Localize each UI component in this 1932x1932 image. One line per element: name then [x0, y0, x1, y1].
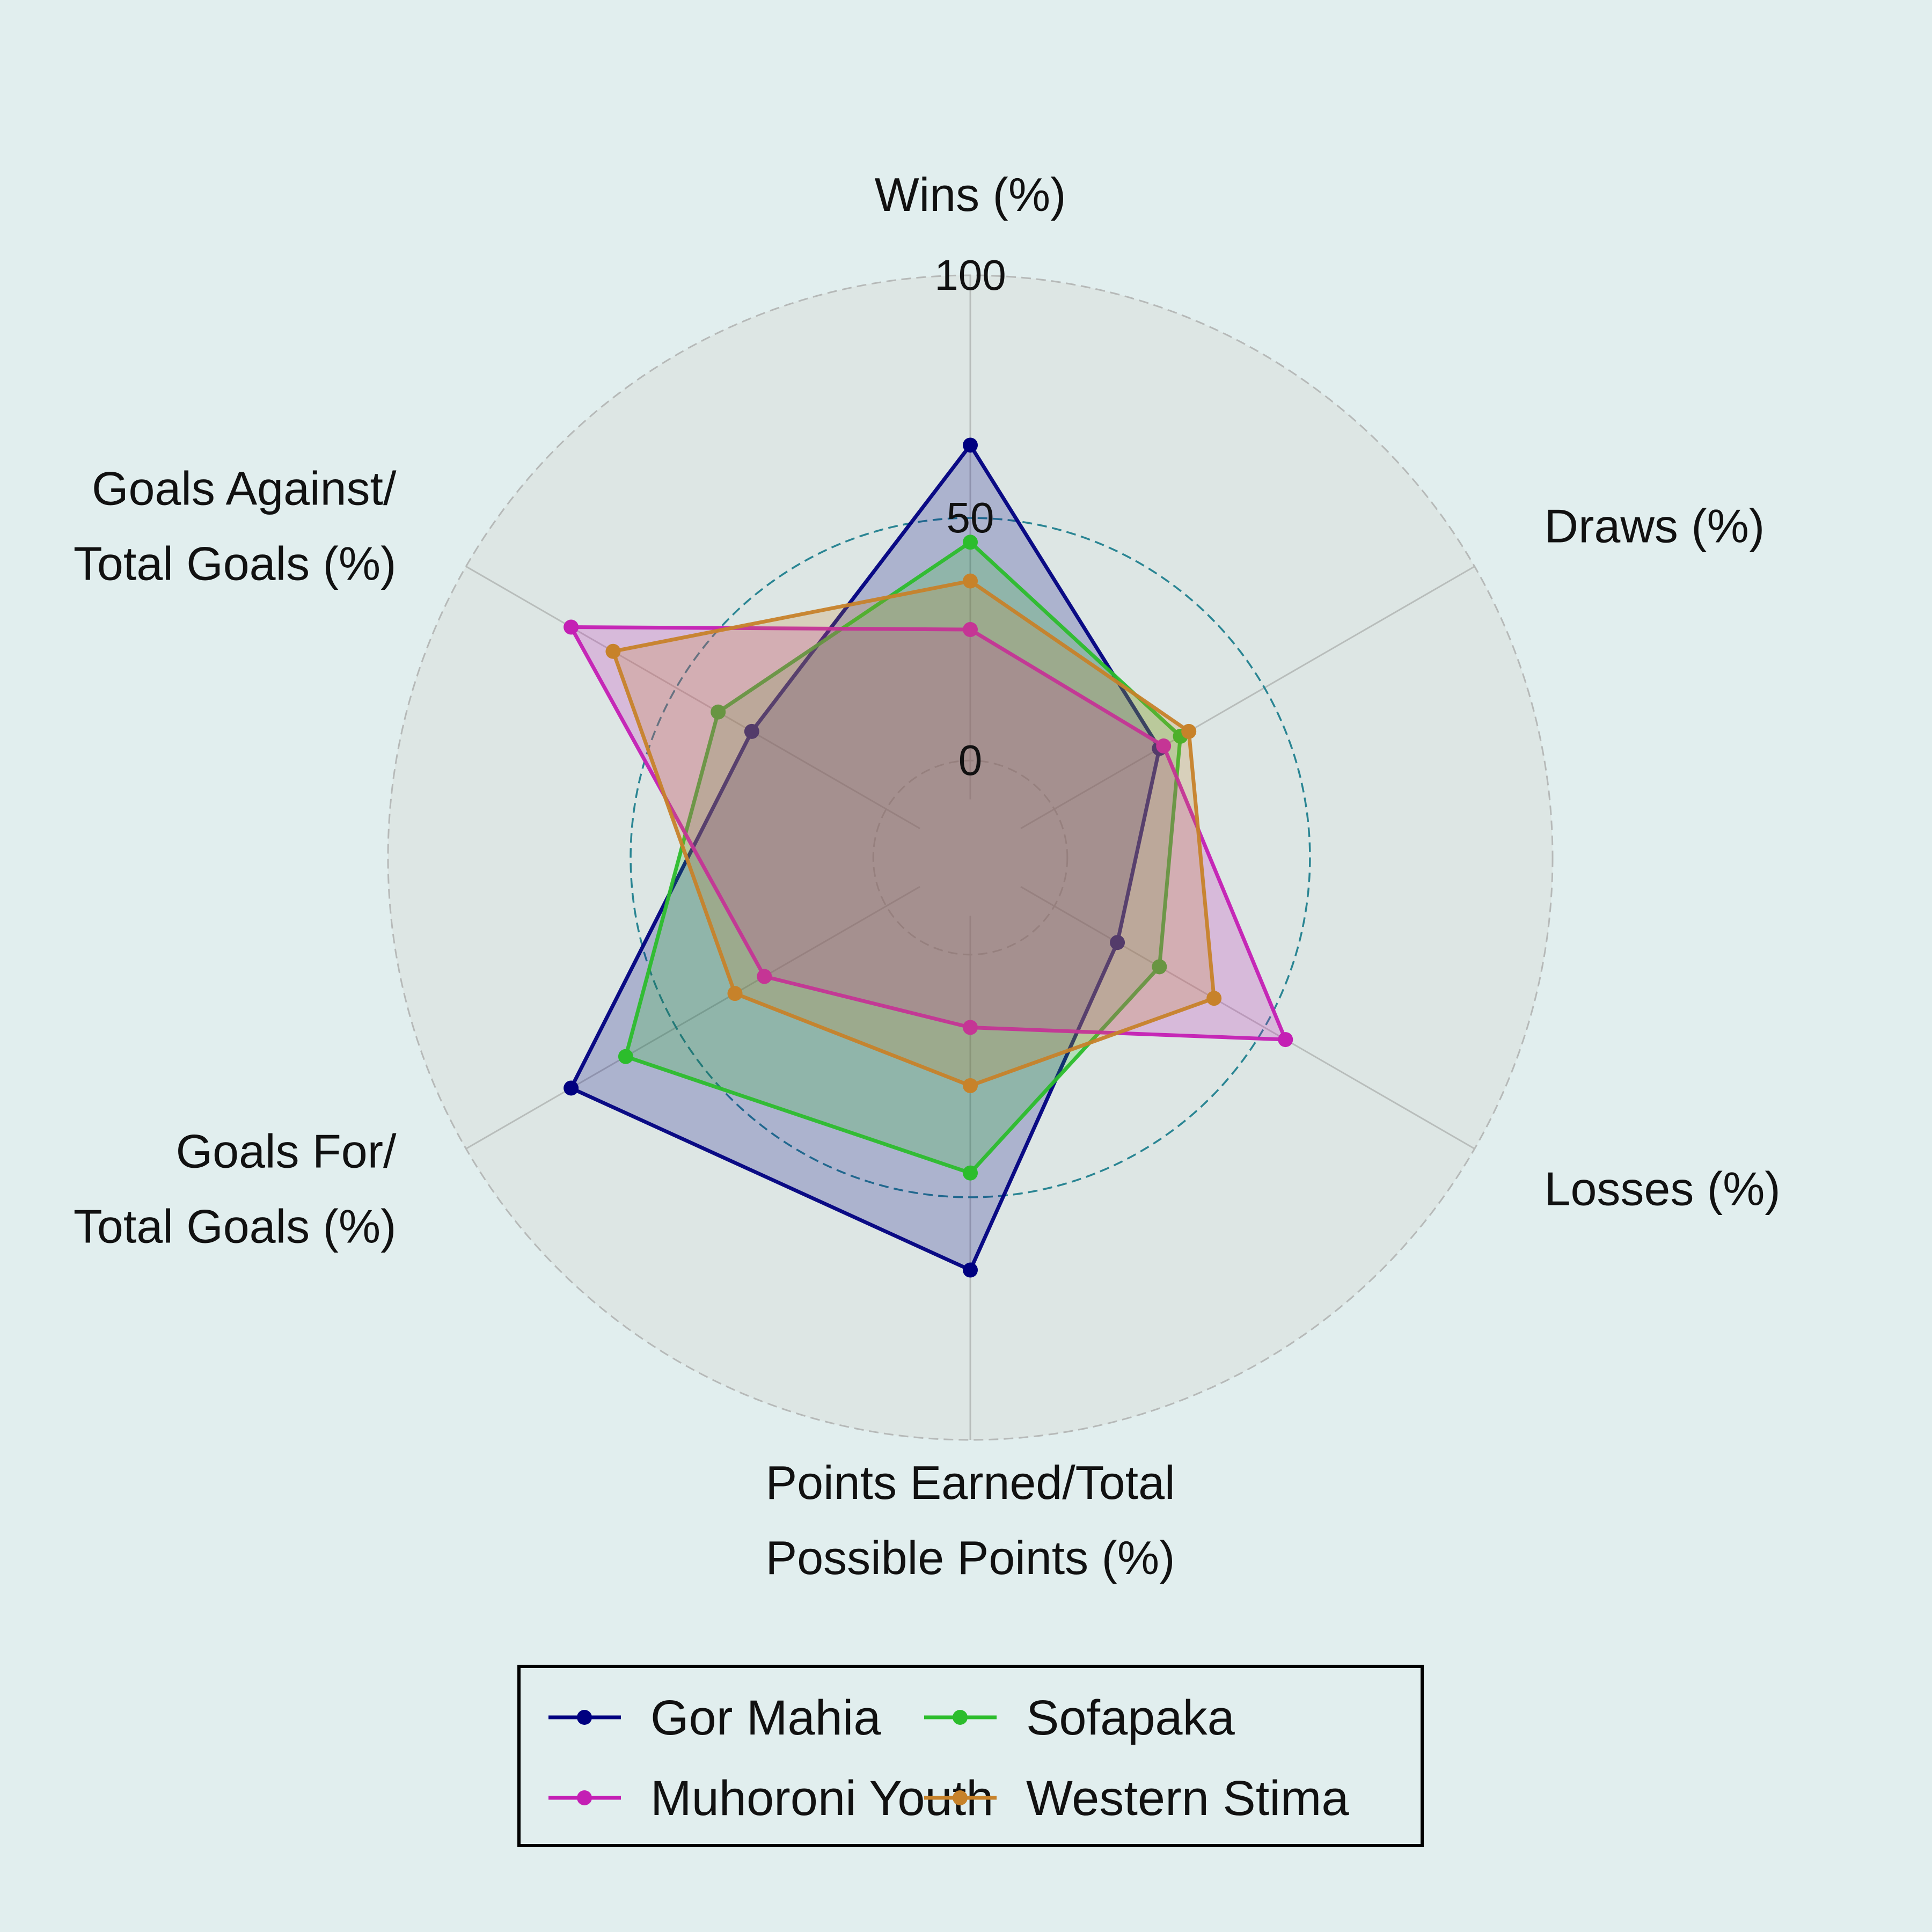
legend-marker-2	[577, 1790, 592, 1805]
series-point-2-2	[1278, 1032, 1293, 1048]
axis-label-5: Goals Against/Total Goals (%)	[74, 462, 397, 590]
axis-labels: Wins (%) Draws (%) Losses (%) Points Earned…	[74, 168, 1781, 1584]
spoke-line-4	[465, 885, 920, 1150]
series-point-3-0	[963, 573, 978, 589]
legend-marker-0	[577, 1710, 592, 1725]
axis-label-line: Points Earned/Total	[765, 1456, 1175, 1509]
axis-label-1: Draws (%)	[1545, 500, 1765, 553]
series-point-0-0	[963, 437, 978, 453]
axis-label-4: Goals For/Total Goals (%)	[74, 1125, 397, 1253]
series-point-3-4	[727, 986, 743, 1001]
legend-box	[517, 1665, 1424, 1847]
polar-area	[388, 275, 1553, 1440]
axis-label-line: Draws (%)	[1545, 500, 1765, 553]
axis-label-2: Losses (%)	[1545, 1162, 1781, 1216]
axis-label-line: Goals For/	[176, 1125, 397, 1178]
series-point-2-1	[1156, 738, 1172, 754]
legend-label-3: Western Stima	[1026, 1771, 1349, 1826]
axis-label-line: Goals Against/	[92, 462, 397, 515]
legend-label-0: Gor Mahia	[650, 1690, 881, 1745]
grid-circle-0	[872, 759, 1069, 956]
series-point-1-0	[963, 535, 978, 550]
series-point-0-2	[1110, 935, 1125, 950]
series-point-1-2	[1152, 959, 1167, 975]
series-fill-1	[625, 542, 1181, 1173]
series-point-0-5	[744, 723, 759, 739]
legend-marker-1	[953, 1710, 968, 1725]
grid-circle-50	[630, 517, 1311, 1198]
radial-tick-label: 100	[934, 251, 1006, 299]
series-fill-3	[613, 581, 1214, 1086]
radial-tick-label: 50	[947, 494, 994, 541]
legend-marker-3	[953, 1790, 968, 1805]
radial-tick-labels: 0 50 100	[934, 251, 1006, 784]
spoke-line-2	[1020, 885, 1475, 1150]
series-point-0-3	[963, 1262, 978, 1278]
series-point-3-2	[1206, 991, 1222, 1006]
series-point-1-4	[618, 1049, 633, 1064]
polar-background	[388, 275, 1553, 1440]
series-point-3-5	[605, 643, 621, 659]
axis-label-0: Wins (%)	[875, 168, 1066, 221]
grid-circle-100	[387, 274, 1554, 1441]
series-point-1-5	[711, 704, 726, 720]
series-layer	[564, 437, 1293, 1278]
series-point-2-4	[757, 969, 772, 984]
axis-label-line: Total Goals (%)	[74, 1200, 397, 1253]
legend-label-1: Sofapaka	[1026, 1690, 1235, 1745]
axis-label-line: Losses (%)	[1545, 1162, 1781, 1216]
series-point-2-3	[963, 1020, 978, 1035]
axis-label-line: Possible Points (%)	[766, 1531, 1175, 1584]
series-point-2-5	[564, 619, 579, 635]
series-point-1-3	[963, 1165, 978, 1181]
series-point-2-0	[963, 622, 978, 638]
series-fill-2	[571, 627, 1286, 1040]
series-fill-0	[571, 445, 1160, 1270]
axis-label-line: Total Goals (%)	[74, 537, 397, 590]
series-point-3-1	[1181, 723, 1197, 739]
spoke-line-1	[1020, 566, 1475, 830]
spoke-line-5	[465, 566, 920, 830]
radial-tick-label: 0	[958, 736, 983, 784]
series-point-3-3	[963, 1078, 978, 1093]
axis-label-3: Points Earned/Total Possible Points (%)	[765, 1456, 1175, 1584]
axis-label-line: Wins (%)	[875, 168, 1066, 221]
series-point-0-4	[564, 1080, 579, 1096]
